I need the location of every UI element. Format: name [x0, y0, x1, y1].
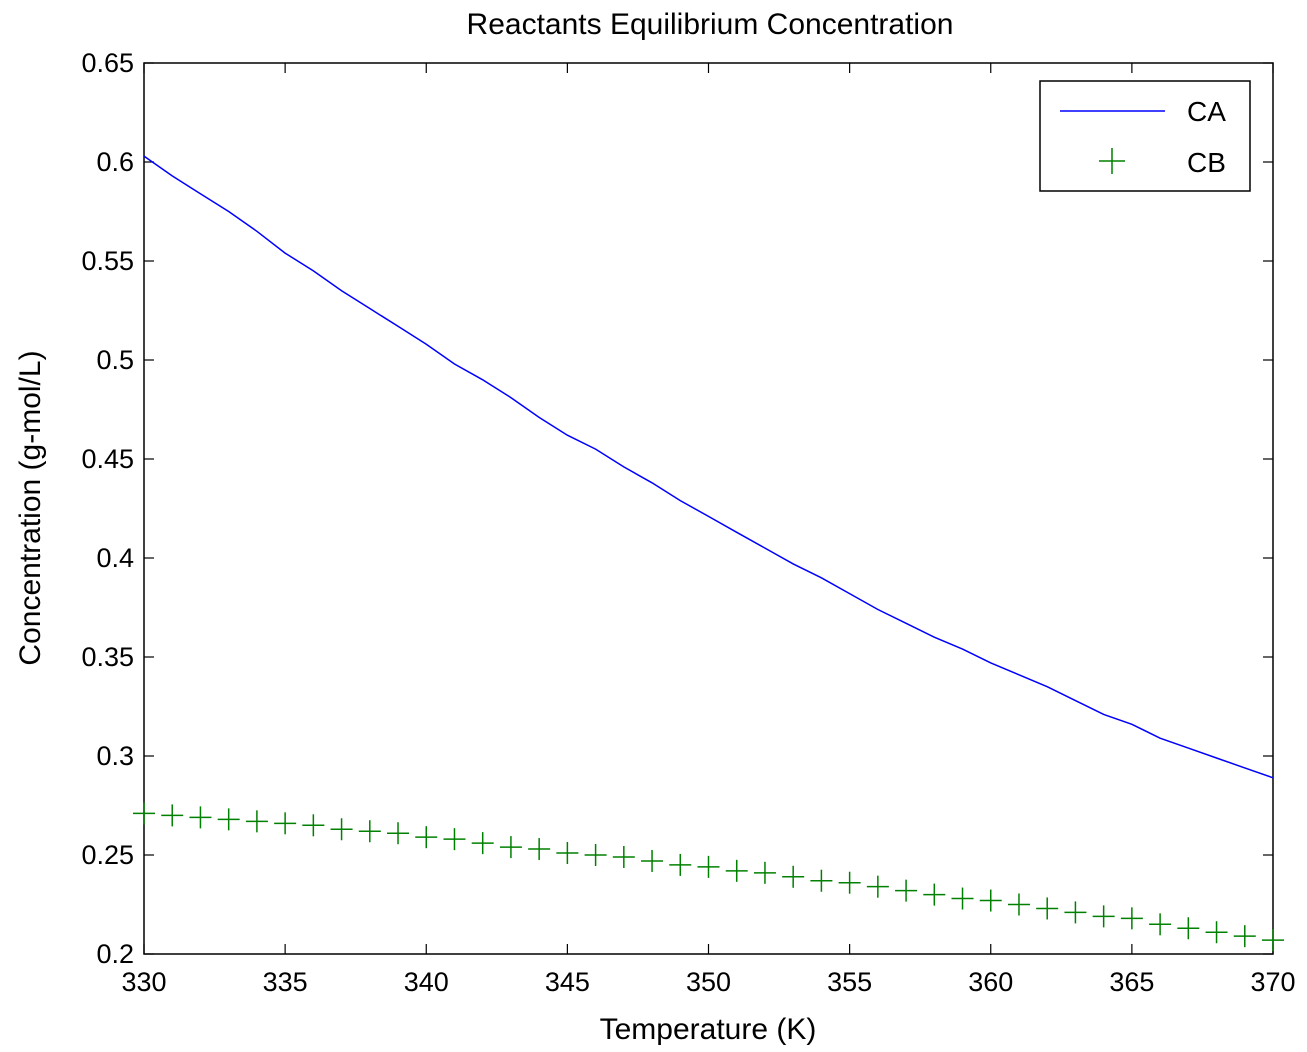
- y-axis-label: Concentration (g-mol/L): [14, 350, 47, 665]
- y-tick-label: 0.45: [81, 444, 134, 474]
- series-cb-point: [415, 826, 438, 849]
- y-tick-label: 0.4: [96, 543, 134, 573]
- x-tick-label: 345: [545, 967, 590, 997]
- x-tick-label: 335: [263, 967, 308, 997]
- series-cb-point: [161, 804, 184, 827]
- legend-cb-label: CB: [1187, 147, 1226, 178]
- series-cb-point: [1064, 901, 1087, 924]
- series-cb-point: [1233, 925, 1256, 948]
- y-tick-label: 0.6: [96, 147, 134, 177]
- series-cb-point: [528, 838, 551, 861]
- x-tick-label: 360: [968, 967, 1013, 997]
- legend-ca-label: CA: [1187, 96, 1226, 127]
- series-cb-point: [1205, 921, 1228, 944]
- series-cb-point: [189, 806, 212, 829]
- x-tick-label: 370: [1250, 967, 1295, 997]
- x-tick-label: 330: [121, 967, 166, 997]
- series-cb-point: [556, 842, 579, 865]
- series-cb-point: [725, 859, 748, 882]
- series-cb-point: [499, 836, 522, 859]
- legend: CA CB: [1039, 80, 1251, 192]
- series-cb-point: [810, 869, 833, 892]
- series-cb-point: [669, 853, 692, 876]
- series-cb-point: [1177, 917, 1200, 940]
- y-axis: 0.2 0.25 0.3 0.35 0.4 0.45 0.5 0.55 0.6 0.65: [81, 48, 1273, 969]
- series-cb-point: [782, 865, 805, 888]
- series-cb-point: [612, 845, 635, 868]
- series-cb-point: [443, 828, 466, 851]
- y-tick-label: 0.3: [96, 741, 134, 771]
- x-tick-label: 340: [404, 967, 449, 997]
- x-axis-label: Temperature (K): [600, 1013, 817, 1046]
- series-cb-point: [1007, 893, 1030, 916]
- legend-box: [1039, 80, 1251, 192]
- y-tick-label: 0.55: [81, 246, 134, 276]
- series-cb-point: [1036, 897, 1059, 920]
- x-axis: 330 335 340 345 350 355 360 365 370: [121, 63, 1296, 997]
- series-cb-point: [1262, 929, 1284, 952]
- series-cb-markers: [133, 802, 1284, 952]
- series-cb-point: [866, 875, 889, 898]
- chart-title: Reactants Equilibrium Concentration: [467, 8, 954, 41]
- y-tick-label: 0.35: [81, 642, 134, 672]
- series-cb-point: [358, 820, 381, 843]
- x-tick-label: 350: [686, 967, 731, 997]
- series-cb-point: [641, 849, 664, 872]
- series-cb-point: [1120, 907, 1143, 930]
- series-cb-point: [697, 855, 720, 878]
- series-cb-point: [330, 818, 353, 841]
- series-cb-point: [753, 861, 776, 884]
- y-tick-label: 0.65: [81, 48, 134, 78]
- series-cb-point: [245, 810, 268, 833]
- series-cb-point: [951, 887, 974, 910]
- legend-cb-marker-sample: [1099, 148, 1125, 174]
- x-tick-label: 355: [827, 967, 872, 997]
- series-layer: [133, 155, 1284, 952]
- series-cb-point: [979, 889, 1002, 912]
- series-cb-point: [838, 871, 861, 894]
- x-tick-label: 365: [1109, 967, 1154, 997]
- plot-area: [143, 62, 1274, 955]
- series-cb-point: [274, 812, 297, 835]
- series-cb-point: [217, 808, 240, 831]
- y-tick-label: 0.2: [96, 939, 134, 969]
- series-cb-point: [387, 822, 410, 845]
- series-cb-point: [923, 883, 946, 906]
- series-cb-point: [1092, 905, 1115, 928]
- series-cb-point: [895, 879, 918, 902]
- series-cb-point: [1149, 913, 1172, 936]
- series-cb-point: [133, 802, 155, 825]
- series-cb-point: [471, 832, 494, 855]
- series-cb-point: [302, 814, 325, 837]
- series-ca-line: [143, 155, 1274, 779]
- series-cb-point: [584, 844, 607, 866]
- y-tick-label: 0.25: [81, 840, 134, 870]
- y-tick-label: 0.5: [96, 345, 134, 375]
